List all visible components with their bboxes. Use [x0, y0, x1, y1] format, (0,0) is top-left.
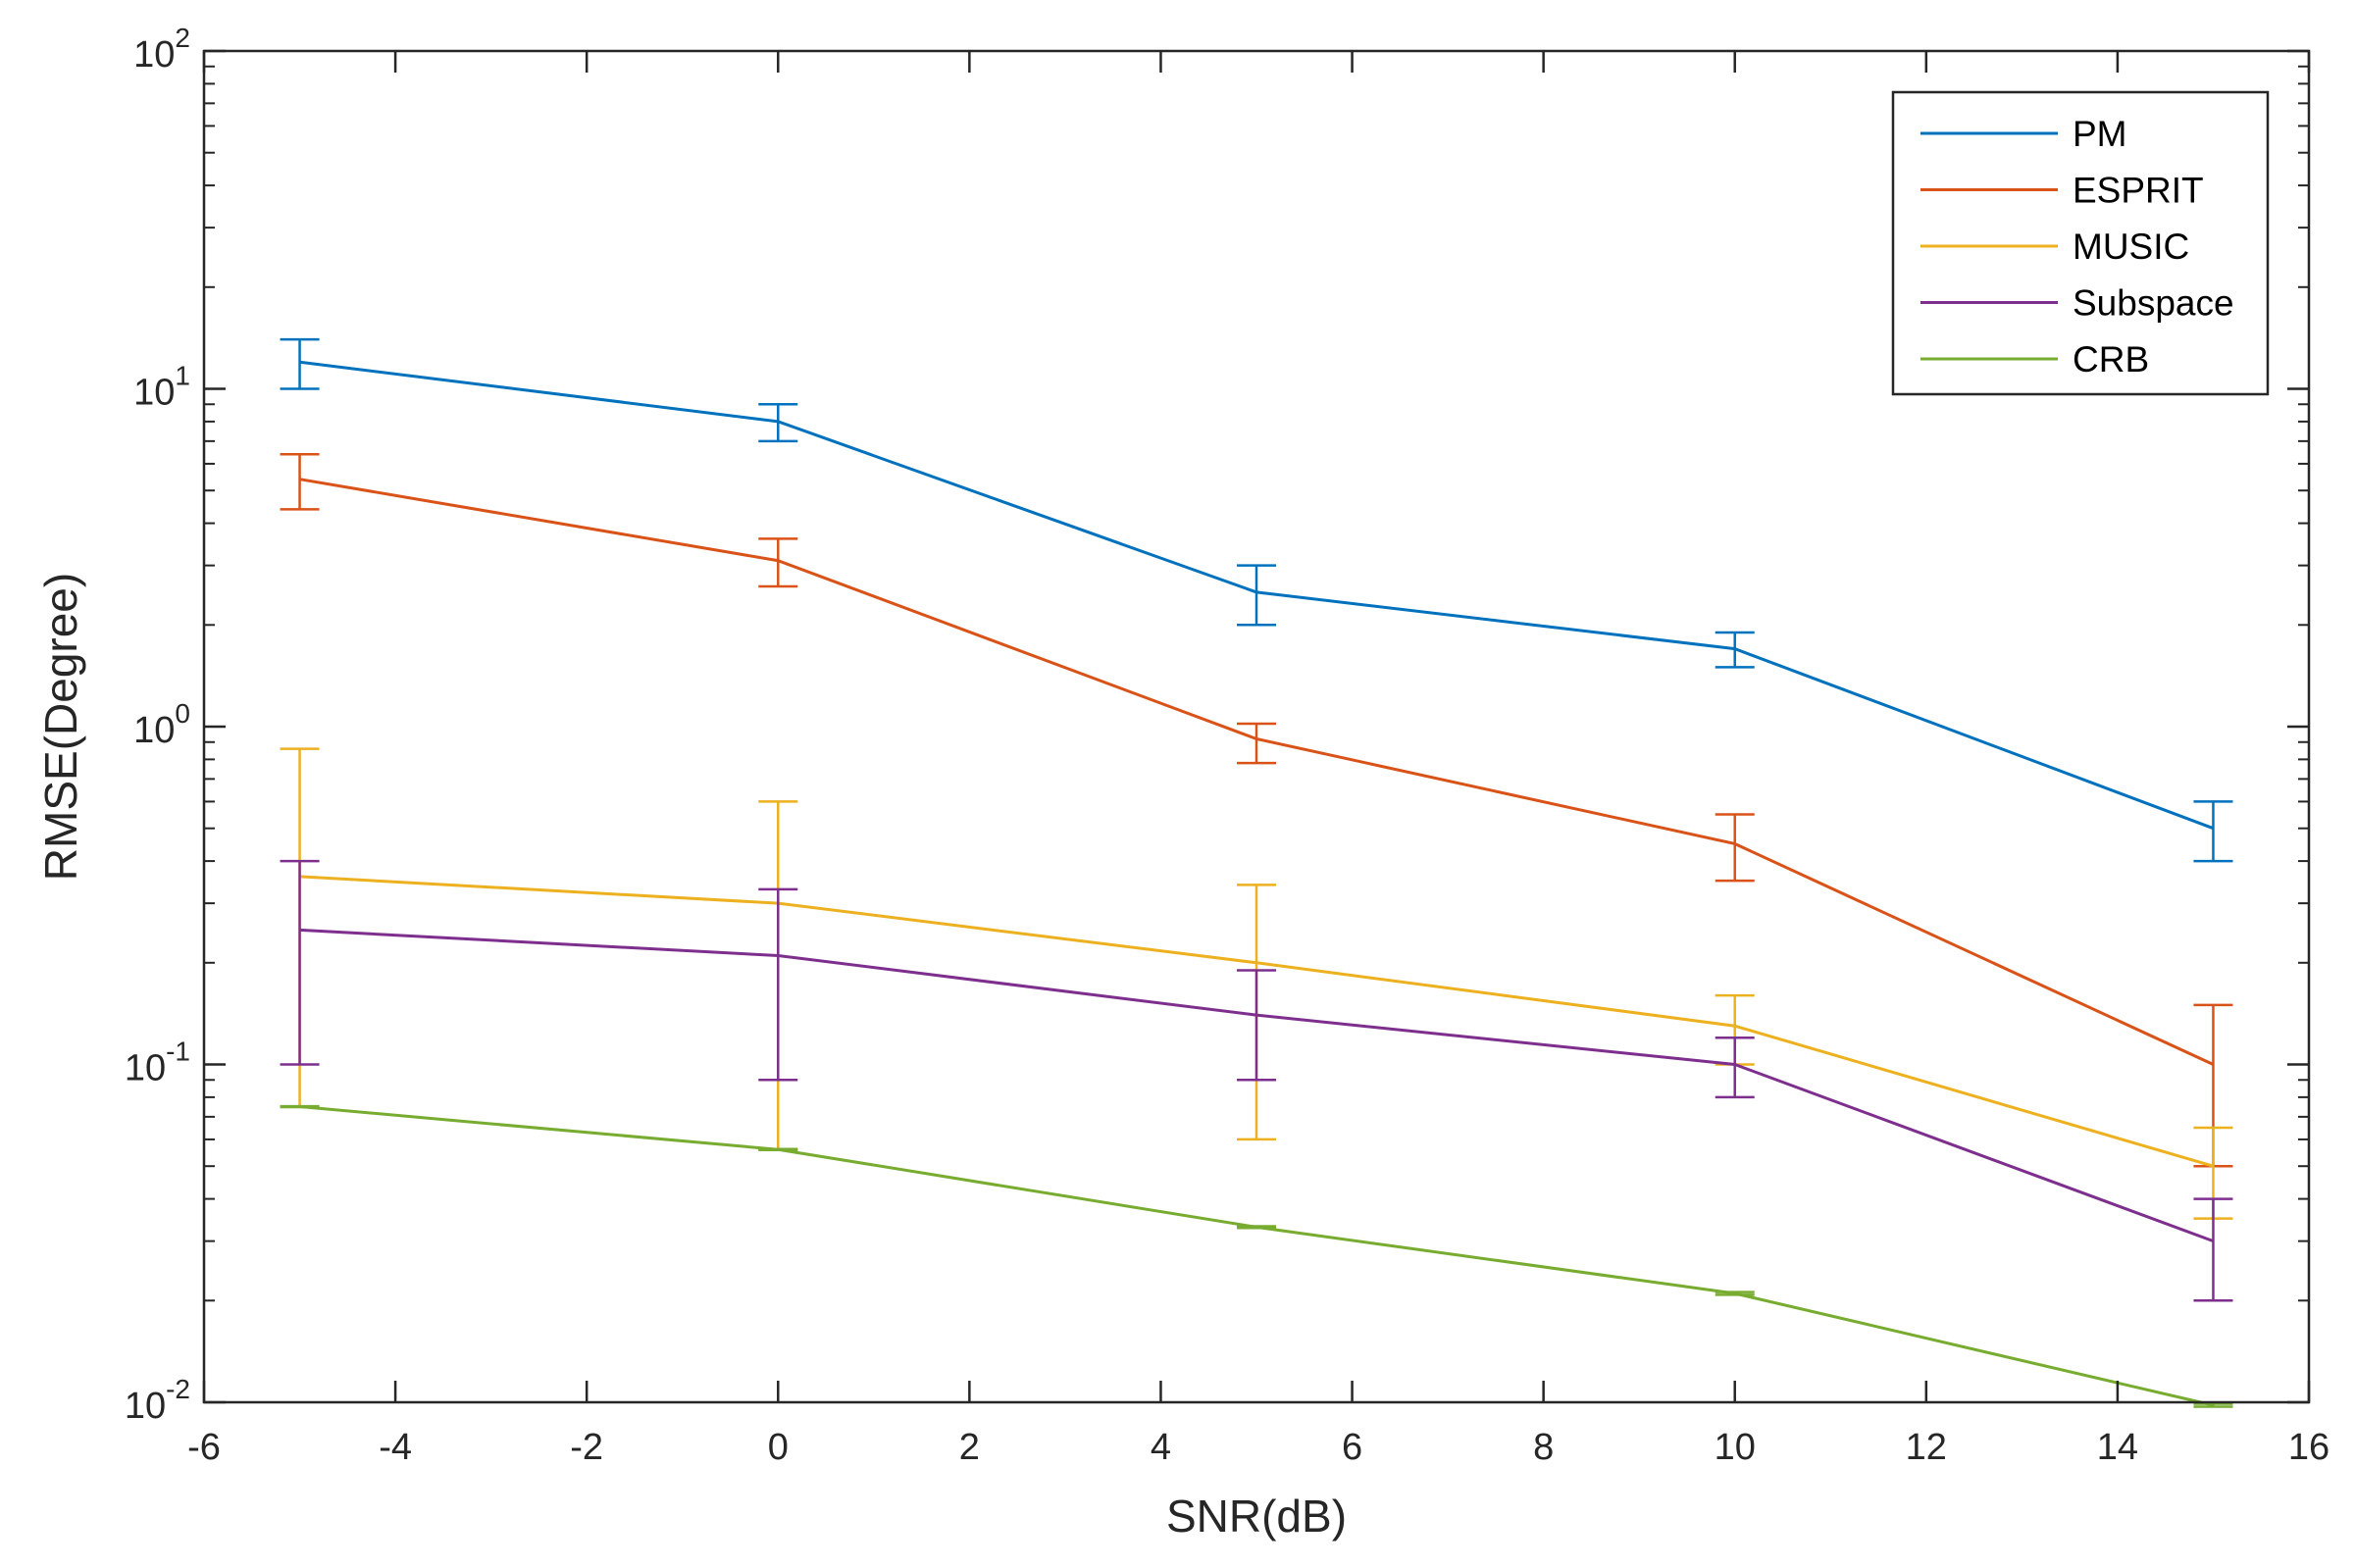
x-tick-label: 4 — [1151, 1427, 1171, 1468]
plot-frame — [202, 49, 2311, 1404]
legend-item-crb: CRB — [1920, 339, 2149, 379]
legend-item-esprit: ESPRIT — [1920, 171, 2204, 211]
legend-label: PM — [2073, 114, 2127, 154]
legend-label: MUSIC — [2073, 227, 2189, 267]
error-bar — [758, 537, 798, 588]
legend-label: ESPRIT — [2073, 171, 2204, 211]
y-tick-base: 10 — [133, 373, 175, 414]
error-bar — [2193, 1197, 2233, 1302]
y-tick-base: 10 — [133, 710, 175, 751]
series-layer — [280, 337, 2233, 1408]
series-esprit — [280, 453, 2233, 1168]
error-bar — [1237, 564, 1276, 627]
x-tick-label: -4 — [379, 1427, 412, 1468]
x-tick-label: 2 — [959, 1427, 980, 1468]
x-tick-labels: -6 -4 -2 0 2 4 6 8 10 12 14 16 — [187, 1427, 2329, 1468]
y-tick-base: 10 — [133, 34, 175, 76]
error-bar — [758, 403, 798, 443]
x-tick-label: 12 — [1906, 1427, 1947, 1468]
y-tick-base: 10 — [125, 1048, 166, 1089]
error-bar — [2193, 800, 2233, 863]
x-tick-label: -2 — [570, 1427, 603, 1468]
x-tick-label: 8 — [1533, 1427, 1554, 1468]
y-tick-exponent: 2 — [175, 23, 190, 53]
error-bar — [1715, 1290, 1755, 1296]
y-tick-label: 100 — [133, 698, 190, 751]
legend-item-pm: PM — [1920, 114, 2127, 154]
x-axis-title: SNR(dB) — [1166, 1491, 1347, 1542]
legend-item-subspace: Subspace — [1920, 283, 2234, 324]
error-bar — [1237, 1225, 1276, 1230]
error-bar — [1237, 722, 1276, 765]
series-pm — [280, 337, 2233, 863]
series-subspace — [280, 859, 2233, 1302]
y-tick-label: 102 — [133, 23, 190, 76]
error-bar — [758, 887, 798, 1082]
y-tick-exponent: -2 — [166, 1374, 190, 1404]
x-tick-label: -6 — [187, 1427, 221, 1468]
x-tick-label: 14 — [2097, 1427, 2138, 1468]
x-tick-label: 10 — [1715, 1427, 1756, 1468]
error-bar — [280, 859, 320, 1066]
error-bar — [758, 1147, 798, 1152]
x-tick-label: 0 — [768, 1427, 789, 1468]
y-axis-title: RMSE(Degree) — [35, 573, 86, 881]
error-bar — [280, 337, 320, 390]
error-bar — [1715, 631, 1755, 669]
legend-box — [1891, 90, 2270, 396]
y-tick-exponent: -1 — [166, 1037, 190, 1067]
error-bar — [1715, 813, 1755, 883]
y-tick-label: 10-1 — [125, 1037, 190, 1089]
x-tick-label: 6 — [1342, 1427, 1362, 1468]
y-tick-label: 10-2 — [125, 1374, 190, 1427]
error-bar — [1715, 1036, 1755, 1099]
error-bar — [1237, 969, 1276, 1082]
legend-item-music: MUSIC — [1920, 227, 2189, 267]
legend-label: CRB — [2073, 339, 2149, 379]
legend-label: Subspace — [2073, 283, 2234, 324]
x-tick-label: 16 — [2288, 1427, 2329, 1468]
y-tick-exponent: 1 — [175, 361, 190, 391]
y-tick-label: 101 — [133, 361, 190, 414]
series-crb — [280, 1104, 2233, 1408]
y-tick-base: 10 — [125, 1386, 166, 1427]
legend: PM ESPRIT MUSIC Subspace CRB — [1891, 90, 2270, 396]
error-bar — [2193, 1402, 2233, 1408]
error-bar — [280, 453, 320, 511]
y-tick-exponent: 0 — [175, 698, 190, 729]
error-bar — [280, 1104, 320, 1109]
